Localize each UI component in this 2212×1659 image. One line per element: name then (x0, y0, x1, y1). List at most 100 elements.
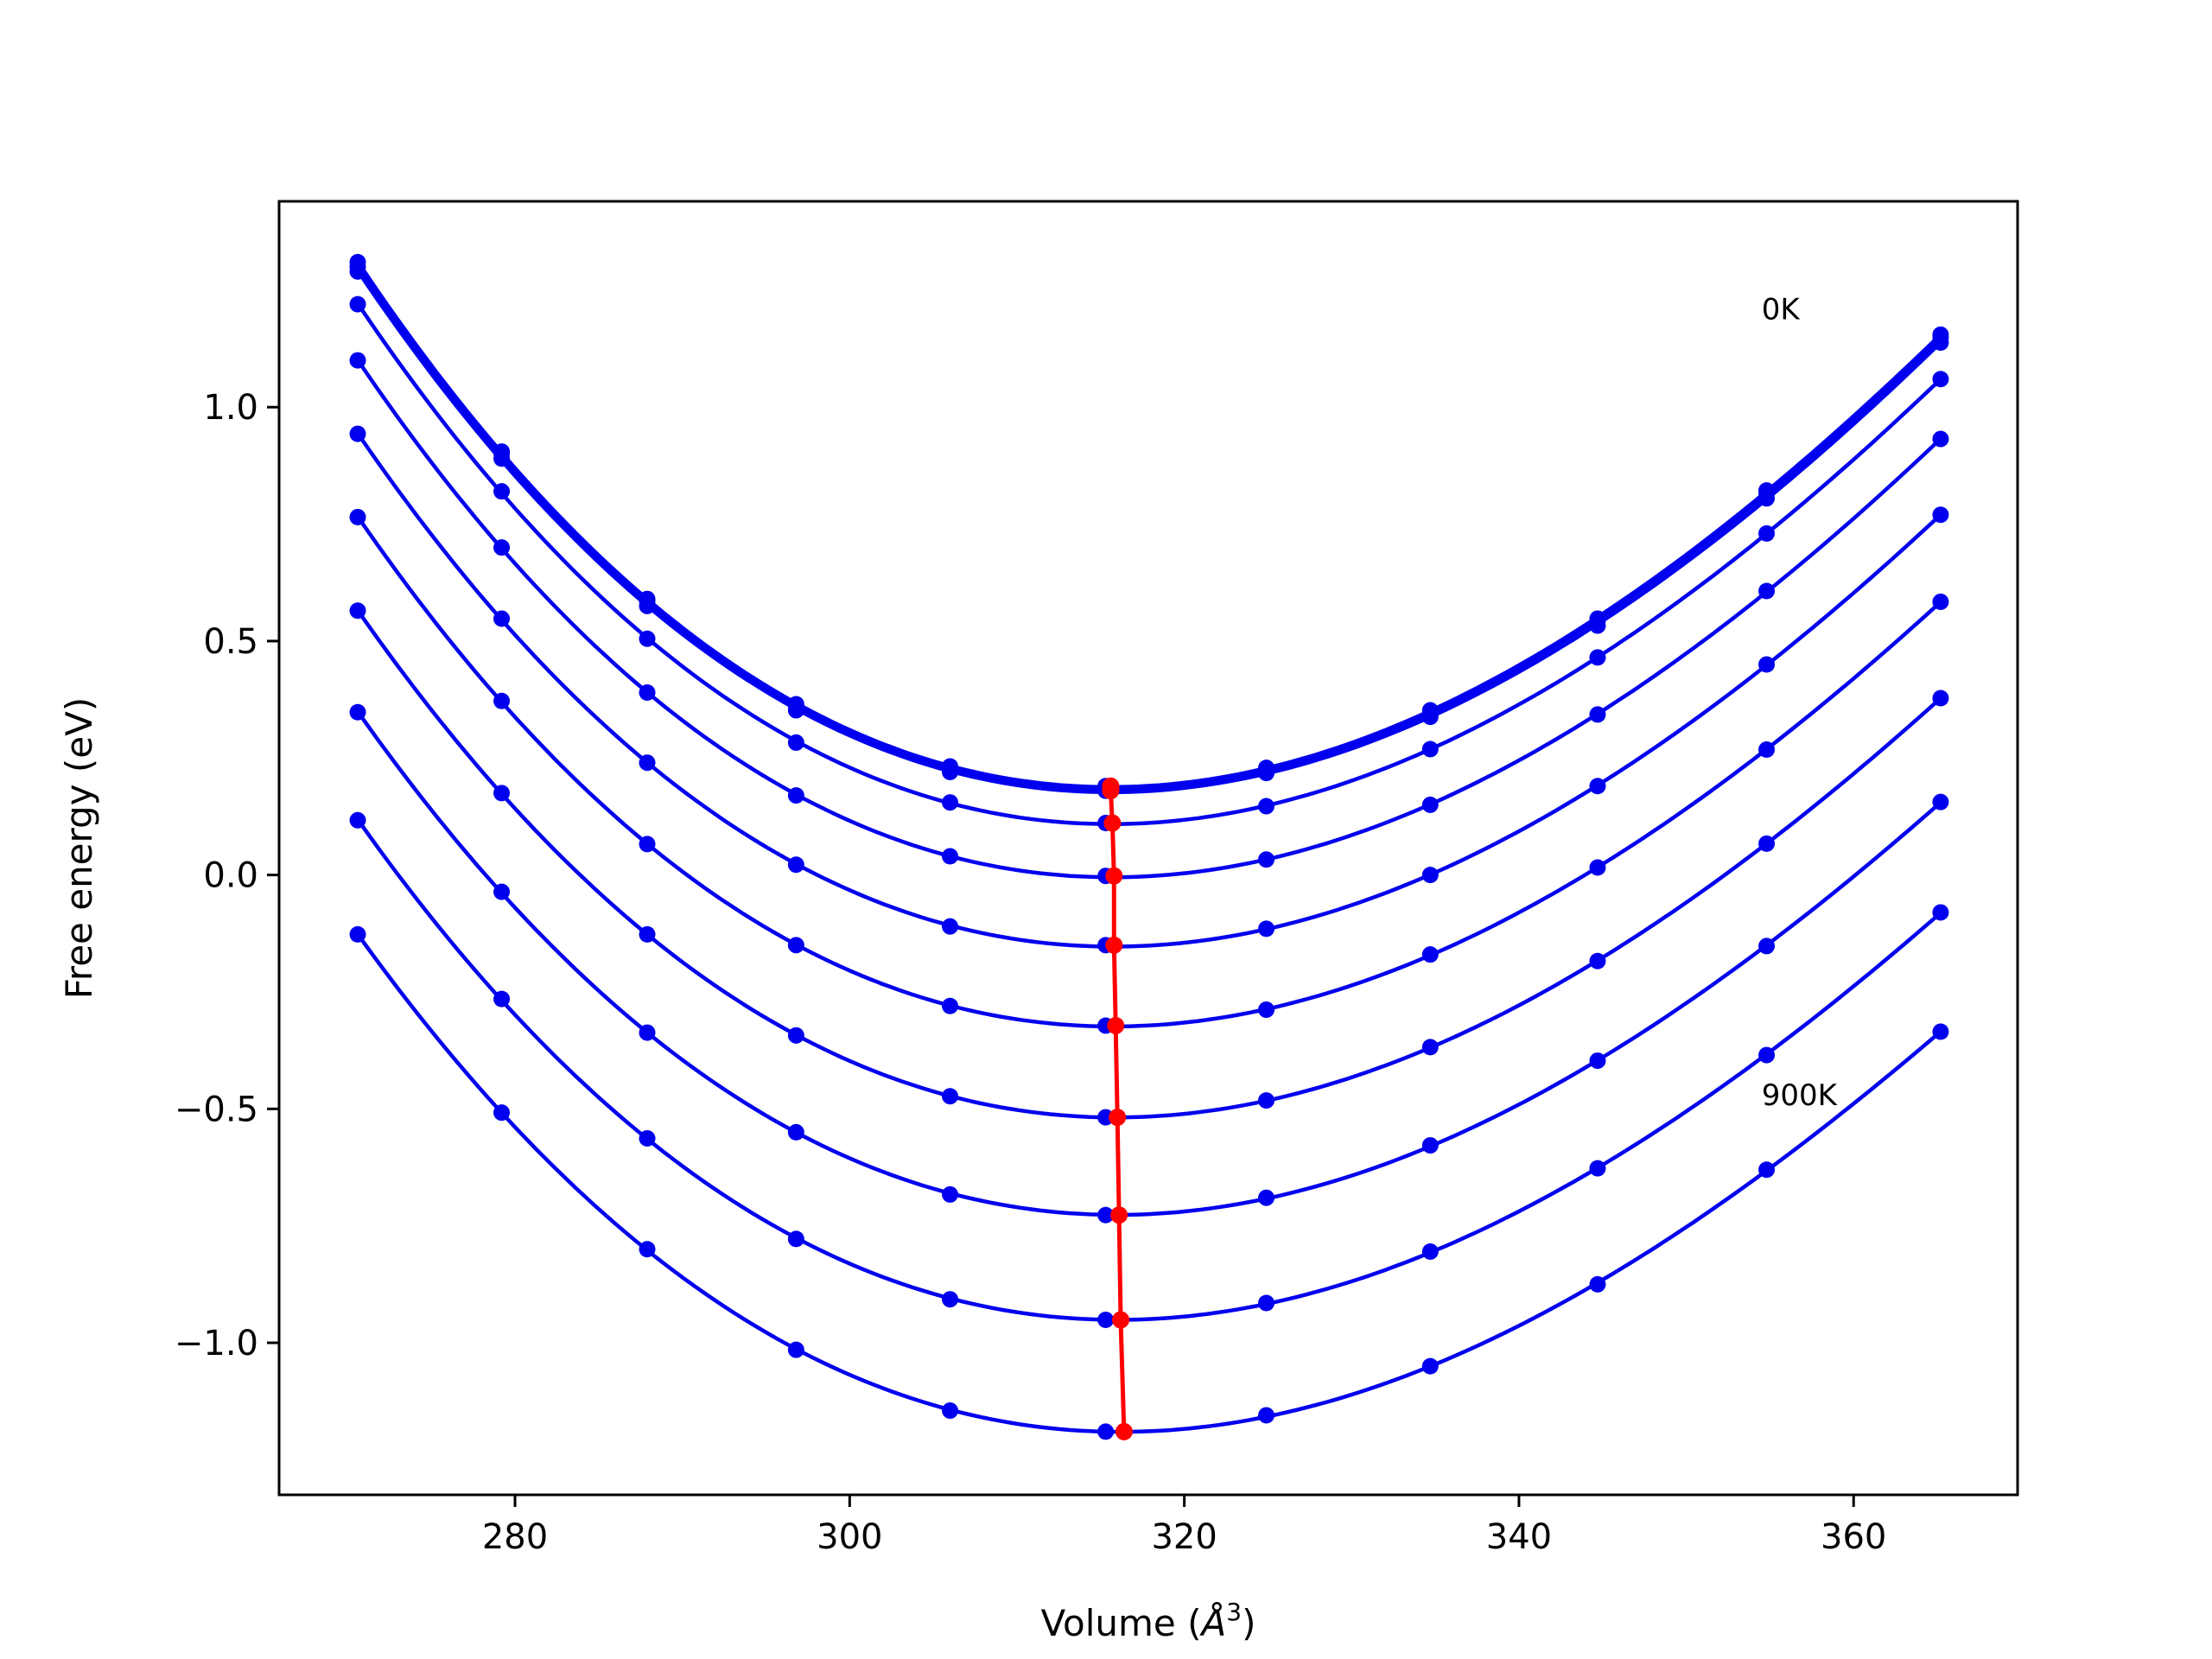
minima-layer (1102, 777, 1133, 1440)
annotations: 0K 900K (1762, 293, 1839, 1114)
data-point (787, 1123, 804, 1141)
data-point (942, 1185, 959, 1203)
data-point (787, 1027, 804, 1044)
data-point (787, 937, 804, 954)
temperature-annotation: 0K (1762, 293, 1802, 327)
data-point (1589, 706, 1606, 723)
series-line (356, 710, 1942, 1217)
x-axis-label: Volume (Å3) (1041, 1598, 1256, 1644)
x-tick-label: 340 (1486, 1517, 1552, 1557)
data-point (942, 1088, 959, 1105)
series-line (356, 270, 1942, 795)
data-point (639, 754, 656, 772)
data-point (1097, 1109, 1115, 1126)
y-tick-label: −0.5 (175, 1090, 258, 1129)
series-line (356, 609, 1942, 1120)
x-tick-label: 300 (817, 1517, 882, 1557)
minimum-point (1102, 782, 1120, 800)
data-point (1097, 1312, 1115, 1329)
data-point (942, 764, 959, 781)
series-line (356, 932, 1942, 1434)
data-point (639, 1024, 656, 1041)
series-line (356, 359, 1942, 880)
data-point (1589, 952, 1606, 969)
data-point (1097, 1423, 1115, 1440)
data-point (1258, 765, 1275, 782)
data-point (1589, 859, 1606, 876)
minimum-point (1109, 1109, 1127, 1127)
minimum-point (1105, 867, 1123, 885)
data-point (639, 1129, 656, 1147)
data-point (1589, 1052, 1606, 1070)
data-point (1589, 649, 1606, 666)
data-point (349, 296, 366, 313)
data-point (493, 539, 511, 556)
data-point (1258, 1407, 1275, 1424)
data-point (349, 263, 366, 280)
y-axis-label: Free energy (eV) (58, 697, 100, 1000)
series-line (356, 302, 1942, 826)
data-point (1758, 1161, 1776, 1179)
data-point (1932, 1023, 1949, 1040)
data-point (1421, 741, 1439, 758)
data-point (787, 1341, 804, 1358)
data-point (1421, 1357, 1439, 1375)
minimum-point (1105, 936, 1123, 954)
data-point (1932, 334, 1949, 352)
data-point (1258, 1092, 1275, 1109)
data-point (787, 787, 804, 804)
data-point (493, 785, 511, 802)
x-tick-label: 360 (1821, 1517, 1886, 1557)
y-tick-label: 1.0 (203, 388, 258, 428)
data-point (493, 610, 511, 627)
data-point (349, 811, 366, 829)
data-point (1758, 582, 1776, 600)
data-point (1421, 796, 1439, 813)
data-point (1589, 1160, 1606, 1177)
data-point (349, 602, 366, 620)
data-point (1258, 851, 1275, 868)
data-point (1421, 1243, 1439, 1260)
minimum-point (1110, 1206, 1128, 1224)
minimum-point (1107, 1016, 1125, 1034)
data-point (942, 1402, 959, 1420)
data-point (1932, 793, 1949, 810)
y-tick-label: −1.0 (175, 1324, 258, 1363)
data-point (1258, 920, 1275, 938)
data-point (942, 997, 959, 1014)
plot-frame (277, 200, 2019, 1497)
x-axis-label-superscript: 3 (1226, 1598, 1242, 1626)
data-point (1589, 778, 1606, 795)
data-point (787, 734, 804, 751)
data-point (787, 1230, 804, 1248)
data-point (1932, 371, 1949, 388)
data-point (1758, 1046, 1776, 1064)
data-point (639, 836, 656, 853)
y-tick-label: 0.5 (203, 622, 258, 662)
data-point (349, 352, 366, 369)
data-point (1932, 904, 1949, 921)
data-point (1932, 593, 1949, 610)
data-point (639, 925, 656, 943)
x-axis: 280 300 320 340 360 (482, 1495, 1886, 1557)
data-point (1421, 946, 1439, 963)
data-point (1589, 617, 1606, 634)
data-point (349, 425, 366, 442)
data-point (1258, 1189, 1275, 1206)
data-point (1421, 867, 1439, 884)
data-point (639, 630, 656, 647)
series-line (356, 264, 1942, 791)
y-axis: −1.0 −0.5 0.0 0.5 1.0 (175, 388, 279, 1363)
x-axis-label-main: Volume ( (1041, 1602, 1202, 1644)
data-point (493, 1104, 511, 1122)
x-axis-label-close: ) (1242, 1602, 1255, 1644)
data-point (493, 692, 511, 709)
data-point (942, 918, 959, 935)
data-point (787, 856, 804, 874)
series-line (356, 432, 1942, 949)
data-point (942, 848, 959, 865)
minimum-point (1115, 1422, 1133, 1440)
minimum-point (1103, 814, 1122, 832)
data-point (493, 450, 511, 467)
